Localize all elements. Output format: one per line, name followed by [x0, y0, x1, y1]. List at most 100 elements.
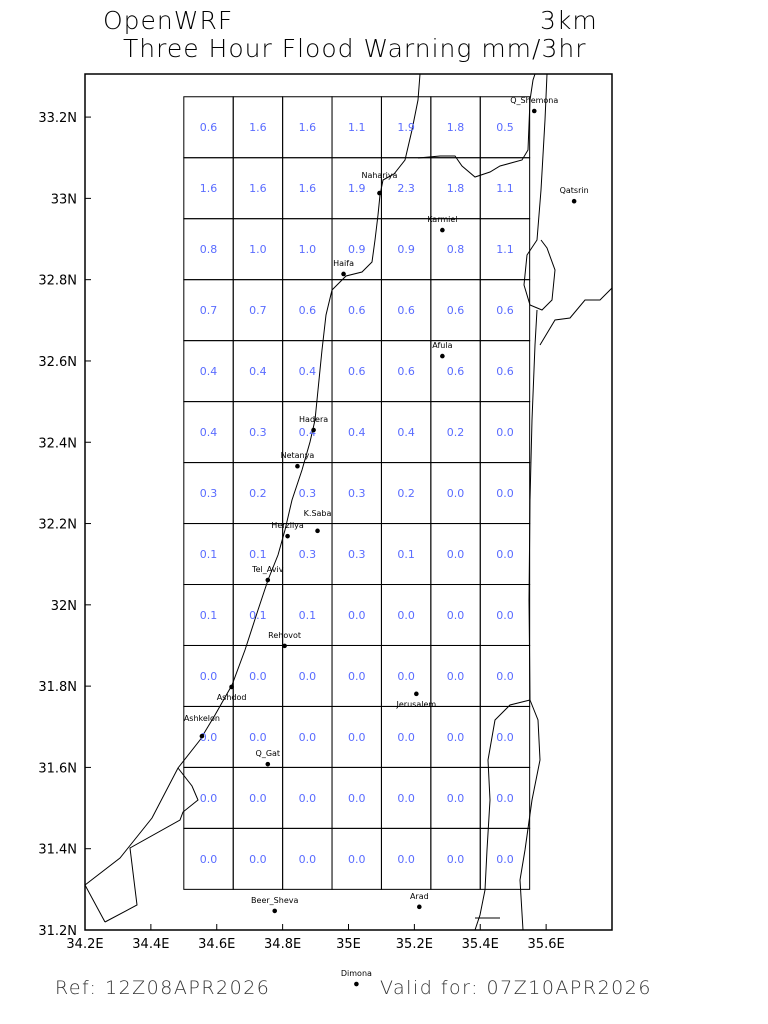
city-label: Netanya — [281, 451, 315, 460]
cell-value: 0.0 — [447, 670, 465, 683]
city-dot — [282, 643, 287, 649]
dead-sea — [474, 699, 531, 931]
cell-value: 0.4 — [200, 365, 218, 378]
cell-value: 1.6 — [299, 121, 317, 134]
y-tick-label: 33N — [51, 192, 77, 207]
cell-value: 0.6 — [397, 365, 415, 378]
x-tick-label: 35.6E — [528, 937, 565, 952]
map-title: Three Hour Flood Warning mm/3hr — [123, 34, 587, 63]
city-dot — [440, 353, 445, 359]
cell-value: 0.0 — [397, 731, 415, 744]
cell-value: 0.0 — [397, 609, 415, 622]
city-dot — [199, 733, 205, 739]
cell-value: 0.0 — [249, 731, 267, 744]
cell-value: 0.3 — [348, 548, 366, 561]
city-label: Ashkelon — [184, 714, 220, 723]
city-dot — [531, 108, 537, 114]
cell-value: 1.1 — [496, 182, 514, 195]
city-dot — [265, 577, 271, 583]
city-label: K.Saba — [304, 509, 332, 518]
city-dot — [377, 190, 382, 196]
cell-value: 0.0 — [200, 670, 218, 683]
cell-value: 0.6 — [397, 304, 415, 317]
cell-value: 0.0 — [200, 792, 218, 805]
jordan-river — [528, 309, 538, 701]
city-label: Q_Gat — [256, 749, 281, 758]
cell-value: 0.6 — [348, 304, 366, 317]
cell-value: 0.3 — [348, 487, 366, 500]
city-dot — [311, 427, 316, 433]
cell-value: 0.1 — [200, 609, 218, 622]
cell-value: 0.0 — [348, 792, 366, 805]
y-tick-label: 32N — [51, 599, 77, 614]
x-tick-label: 34.4E — [132, 937, 169, 952]
y-tick-label: 31.2N — [38, 924, 77, 939]
city-label: Hadera — [299, 415, 328, 424]
cell-value: 0.0 — [348, 731, 366, 744]
cell-value: 1.6 — [200, 182, 218, 195]
cell-value: 0.8 — [447, 243, 465, 256]
cell-value: 0.3 — [299, 487, 317, 500]
cell-value: 0.0 — [447, 487, 465, 500]
cell-value: 0.0 — [496, 670, 514, 683]
cell-value: 0.1 — [200, 548, 218, 561]
gaza-border — [104, 767, 199, 923]
city-label: Ashdod — [217, 693, 247, 702]
dead-sea-east — [519, 699, 541, 931]
cell-value: 1.6 — [249, 121, 267, 134]
cell-value: 0.0 — [496, 548, 514, 561]
city-label: Nahariya — [361, 171, 397, 180]
cell-value: 0.4 — [200, 426, 218, 439]
y-tick-label: 33.2N — [38, 111, 77, 126]
city-dot — [265, 761, 271, 767]
city-dot — [285, 533, 290, 539]
cell-value: 1.8 — [447, 182, 465, 195]
golan-border — [539, 287, 613, 346]
cell-value: 0.6 — [496, 304, 514, 317]
cell-value: 0.0 — [249, 792, 267, 805]
cell-value: 1.9 — [397, 121, 415, 134]
cell-value: 0.6 — [200, 121, 218, 134]
cell-value: 0.4 — [348, 426, 366, 439]
cell-value: 0.4 — [299, 365, 317, 378]
cell-value: 0.1 — [249, 609, 267, 622]
city-label: Arad — [410, 892, 429, 901]
cell-value: 1.6 — [299, 182, 317, 195]
cell-value: 0.0 — [348, 609, 366, 622]
cell-value: 0.0 — [447, 609, 465, 622]
city-dot — [414, 691, 419, 697]
cell-value: 0.0 — [496, 609, 514, 622]
lebanon-border — [417, 73, 536, 178]
cell-value: 1.8 — [447, 121, 465, 134]
model-name: OpenWRF — [103, 6, 234, 35]
city-label: Qatsrin — [560, 186, 589, 195]
cell-value: 0.6 — [447, 304, 465, 317]
jordan-border — [523, 73, 556, 311]
cell-value: 0.0 — [249, 670, 267, 683]
city-label: Afula — [432, 341, 452, 350]
cell-value: 0.0 — [447, 792, 465, 805]
city-dot — [315, 528, 320, 534]
city-dot — [295, 463, 300, 469]
city-label: Karmiel — [427, 215, 457, 224]
city-label: Rehovot — [268, 631, 301, 640]
cell-value: 0.0 — [299, 792, 317, 805]
cell-value: 0.4 — [249, 365, 267, 378]
warning-grid: 0.6 1.6 1.6 1.1 1.9 1.8 0.5 1.6 1.6 1.6 1.9 2.3 1.8 1… — [183, 96, 531, 890]
y-tick-label: 32.8N — [38, 274, 77, 289]
city-dot — [440, 227, 445, 233]
cell-value: 0.3 — [299, 548, 317, 561]
city-label: Jerusalem — [396, 700, 437, 709]
gaza-border-south — [84, 884, 106, 923]
x-tick-label: 34.8E — [264, 937, 301, 952]
city-markers: Q_Shemona Qatsrin Nahariya Karmiel Haifa Aful… — [184, 96, 589, 987]
cell-value: 0.0 — [496, 792, 514, 805]
cell-value: 0.2 — [397, 487, 415, 500]
x-tick-label: 35.4E — [462, 937, 499, 952]
cell-value: 0.9 — [397, 243, 415, 256]
cell-value: 0.1 — [397, 548, 415, 561]
cell-value: 1.0 — [249, 243, 267, 256]
city-dot — [341, 271, 346, 277]
cell-value: 0.0 — [299, 731, 317, 744]
cell-value: 0.0 — [496, 853, 514, 866]
